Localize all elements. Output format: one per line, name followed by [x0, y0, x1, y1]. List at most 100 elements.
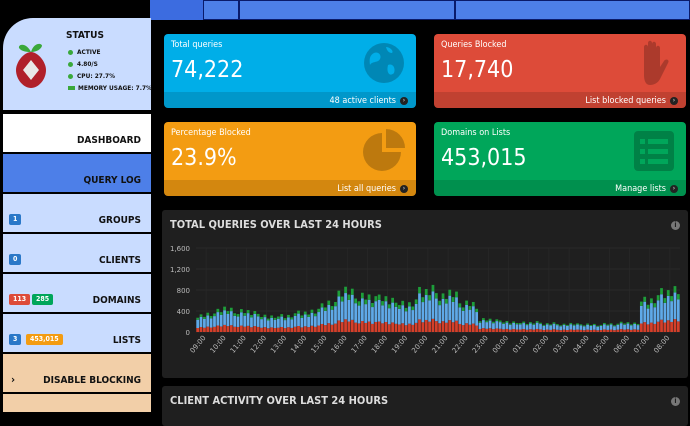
bar-blocked: [552, 329, 556, 332]
manage-lists-link[interactable]: Manage lists ›: [615, 184, 678, 194]
sidebar-item-domains[interactable]: 113 285 DOMAINS: [3, 274, 151, 312]
bar-cached: [276, 316, 280, 319]
bar-blocked: [243, 326, 247, 332]
bar-blocked: [445, 322, 448, 332]
card-title: Queries Blocked: [441, 40, 507, 50]
bar-blocked: [532, 329, 536, 332]
bar-permitted: [596, 326, 600, 331]
arrow-right-icon: ›: [400, 96, 408, 105]
bar-blocked: [633, 329, 637, 332]
bar-blocked: [586, 329, 589, 332]
bar-blocked: [280, 326, 284, 332]
bar-blocked: [199, 327, 203, 332]
bar-blocked: [599, 330, 603, 332]
bar-blocked: [381, 323, 384, 332]
bar-cached: [606, 324, 610, 326]
bar-cached: [387, 304, 391, 309]
status-title: STATUS: [66, 30, 104, 41]
card-footer[interactable]: [434, 180, 686, 196]
bar-blocked: [283, 328, 287, 332]
bar-permitted: [276, 318, 280, 328]
bar-permitted: [327, 305, 331, 324]
bar-cached: [633, 322, 637, 324]
status-cpu-label: CPU: 27.7%: [77, 72, 115, 80]
bar-permitted: [377, 299, 381, 322]
bar-blocked: [307, 327, 310, 332]
x-tick-label: 19:00: [390, 334, 409, 355]
bar-cached: [626, 322, 630, 324]
bar-cached: [535, 321, 539, 323]
bar-cached: [539, 322, 542, 325]
bar-permitted: [287, 317, 290, 328]
card-footer[interactable]: [164, 92, 416, 108]
bar-cached: [303, 311, 307, 315]
bar-cached: [381, 301, 384, 306]
percentage-blocked-card: Percentage Blocked 23.9% List all querie…: [164, 122, 416, 196]
chevron-right-icon: ›: [11, 373, 16, 386]
bar-blocked: [404, 325, 408, 332]
bar-cached: [196, 317, 200, 320]
bar-cached: [465, 300, 468, 306]
x-tick-label: 17:00: [350, 334, 369, 355]
bar-cached: [592, 323, 596, 326]
bar-cached: [478, 321, 482, 323]
sidebar-item-groups[interactable]: 1 GROUPS: [3, 194, 151, 232]
blocked-queries-link[interactable]: List blocked queries ›: [585, 96, 678, 106]
bar-blocked: [670, 321, 673, 332]
card-footer[interactable]: [434, 92, 686, 108]
bar-cached: [488, 318, 492, 321]
bar-cached: [461, 307, 465, 311]
bar-permitted: [518, 324, 522, 330]
bar-permitted: [263, 317, 267, 328]
bar-permitted: [324, 310, 327, 326]
info-icon[interactable]: i: [671, 221, 680, 230]
bar-permitted: [209, 318, 213, 328]
bar-blocked: [324, 325, 327, 332]
sidebar-item-clients[interactable]: 0 CLIENTS: [3, 234, 151, 272]
bar-permitted: [670, 301, 673, 322]
status-dot-icon: [68, 61, 73, 67]
bar-cached: [555, 324, 559, 326]
bar-blocked: [226, 326, 230, 332]
bar-permitted: [522, 323, 526, 330]
bar-cached: [209, 316, 213, 319]
bar-permitted: [391, 302, 395, 323]
bar-cached: [310, 309, 314, 313]
bar-cached: [566, 324, 569, 326]
bar-blocked: [196, 328, 200, 332]
sidebar-item-lists[interactable]: 3 453,015 LISTS: [3, 314, 151, 352]
bar-cached: [411, 306, 415, 311]
bar-cached: [602, 322, 606, 325]
bar-permitted: [650, 303, 653, 323]
bar-cached: [636, 323, 640, 326]
bar-cached: [250, 315, 253, 318]
sidebar-item-query-log[interactable]: QUERY LOG: [3, 154, 151, 192]
bar-blocked: [596, 330, 600, 332]
all-queries-link[interactable]: List all queries ›: [337, 184, 408, 194]
active-clients-link[interactable]: 48 active clients ›: [329, 96, 408, 106]
bar-blocked: [508, 329, 512, 332]
bar-blocked: [650, 322, 653, 332]
bar-permitted: [340, 301, 344, 323]
bar-cached: [350, 288, 354, 295]
bar-cached: [297, 310, 300, 314]
sidebar-item-label: DASHBOARD: [76, 135, 141, 146]
sidebar-item-next[interactable]: [3, 394, 151, 412]
bar-blocked: [397, 324, 401, 332]
bar-cached: [518, 323, 522, 325]
info-icon[interactable]: i: [671, 397, 680, 406]
bar-permitted: [219, 314, 223, 327]
bar-permitted: [512, 322, 516, 330]
bar-permitted: [317, 312, 321, 326]
bar-blocked: [663, 322, 667, 332]
bar-blocked: [367, 321, 371, 332]
bar-permitted: [448, 295, 452, 321]
bar-blocked: [545, 329, 549, 332]
sidebar-item-disable-blocking[interactable]: › DISABLE BLOCKING: [3, 354, 151, 392]
bar-permitted: [260, 319, 263, 328]
sidebar-item-dashboard[interactable]: DASHBOARD: [3, 114, 151, 152]
bar-permitted: [290, 319, 294, 328]
bar-permitted: [354, 303, 358, 323]
bar-cached: [660, 288, 663, 295]
card-footer[interactable]: [164, 180, 416, 196]
